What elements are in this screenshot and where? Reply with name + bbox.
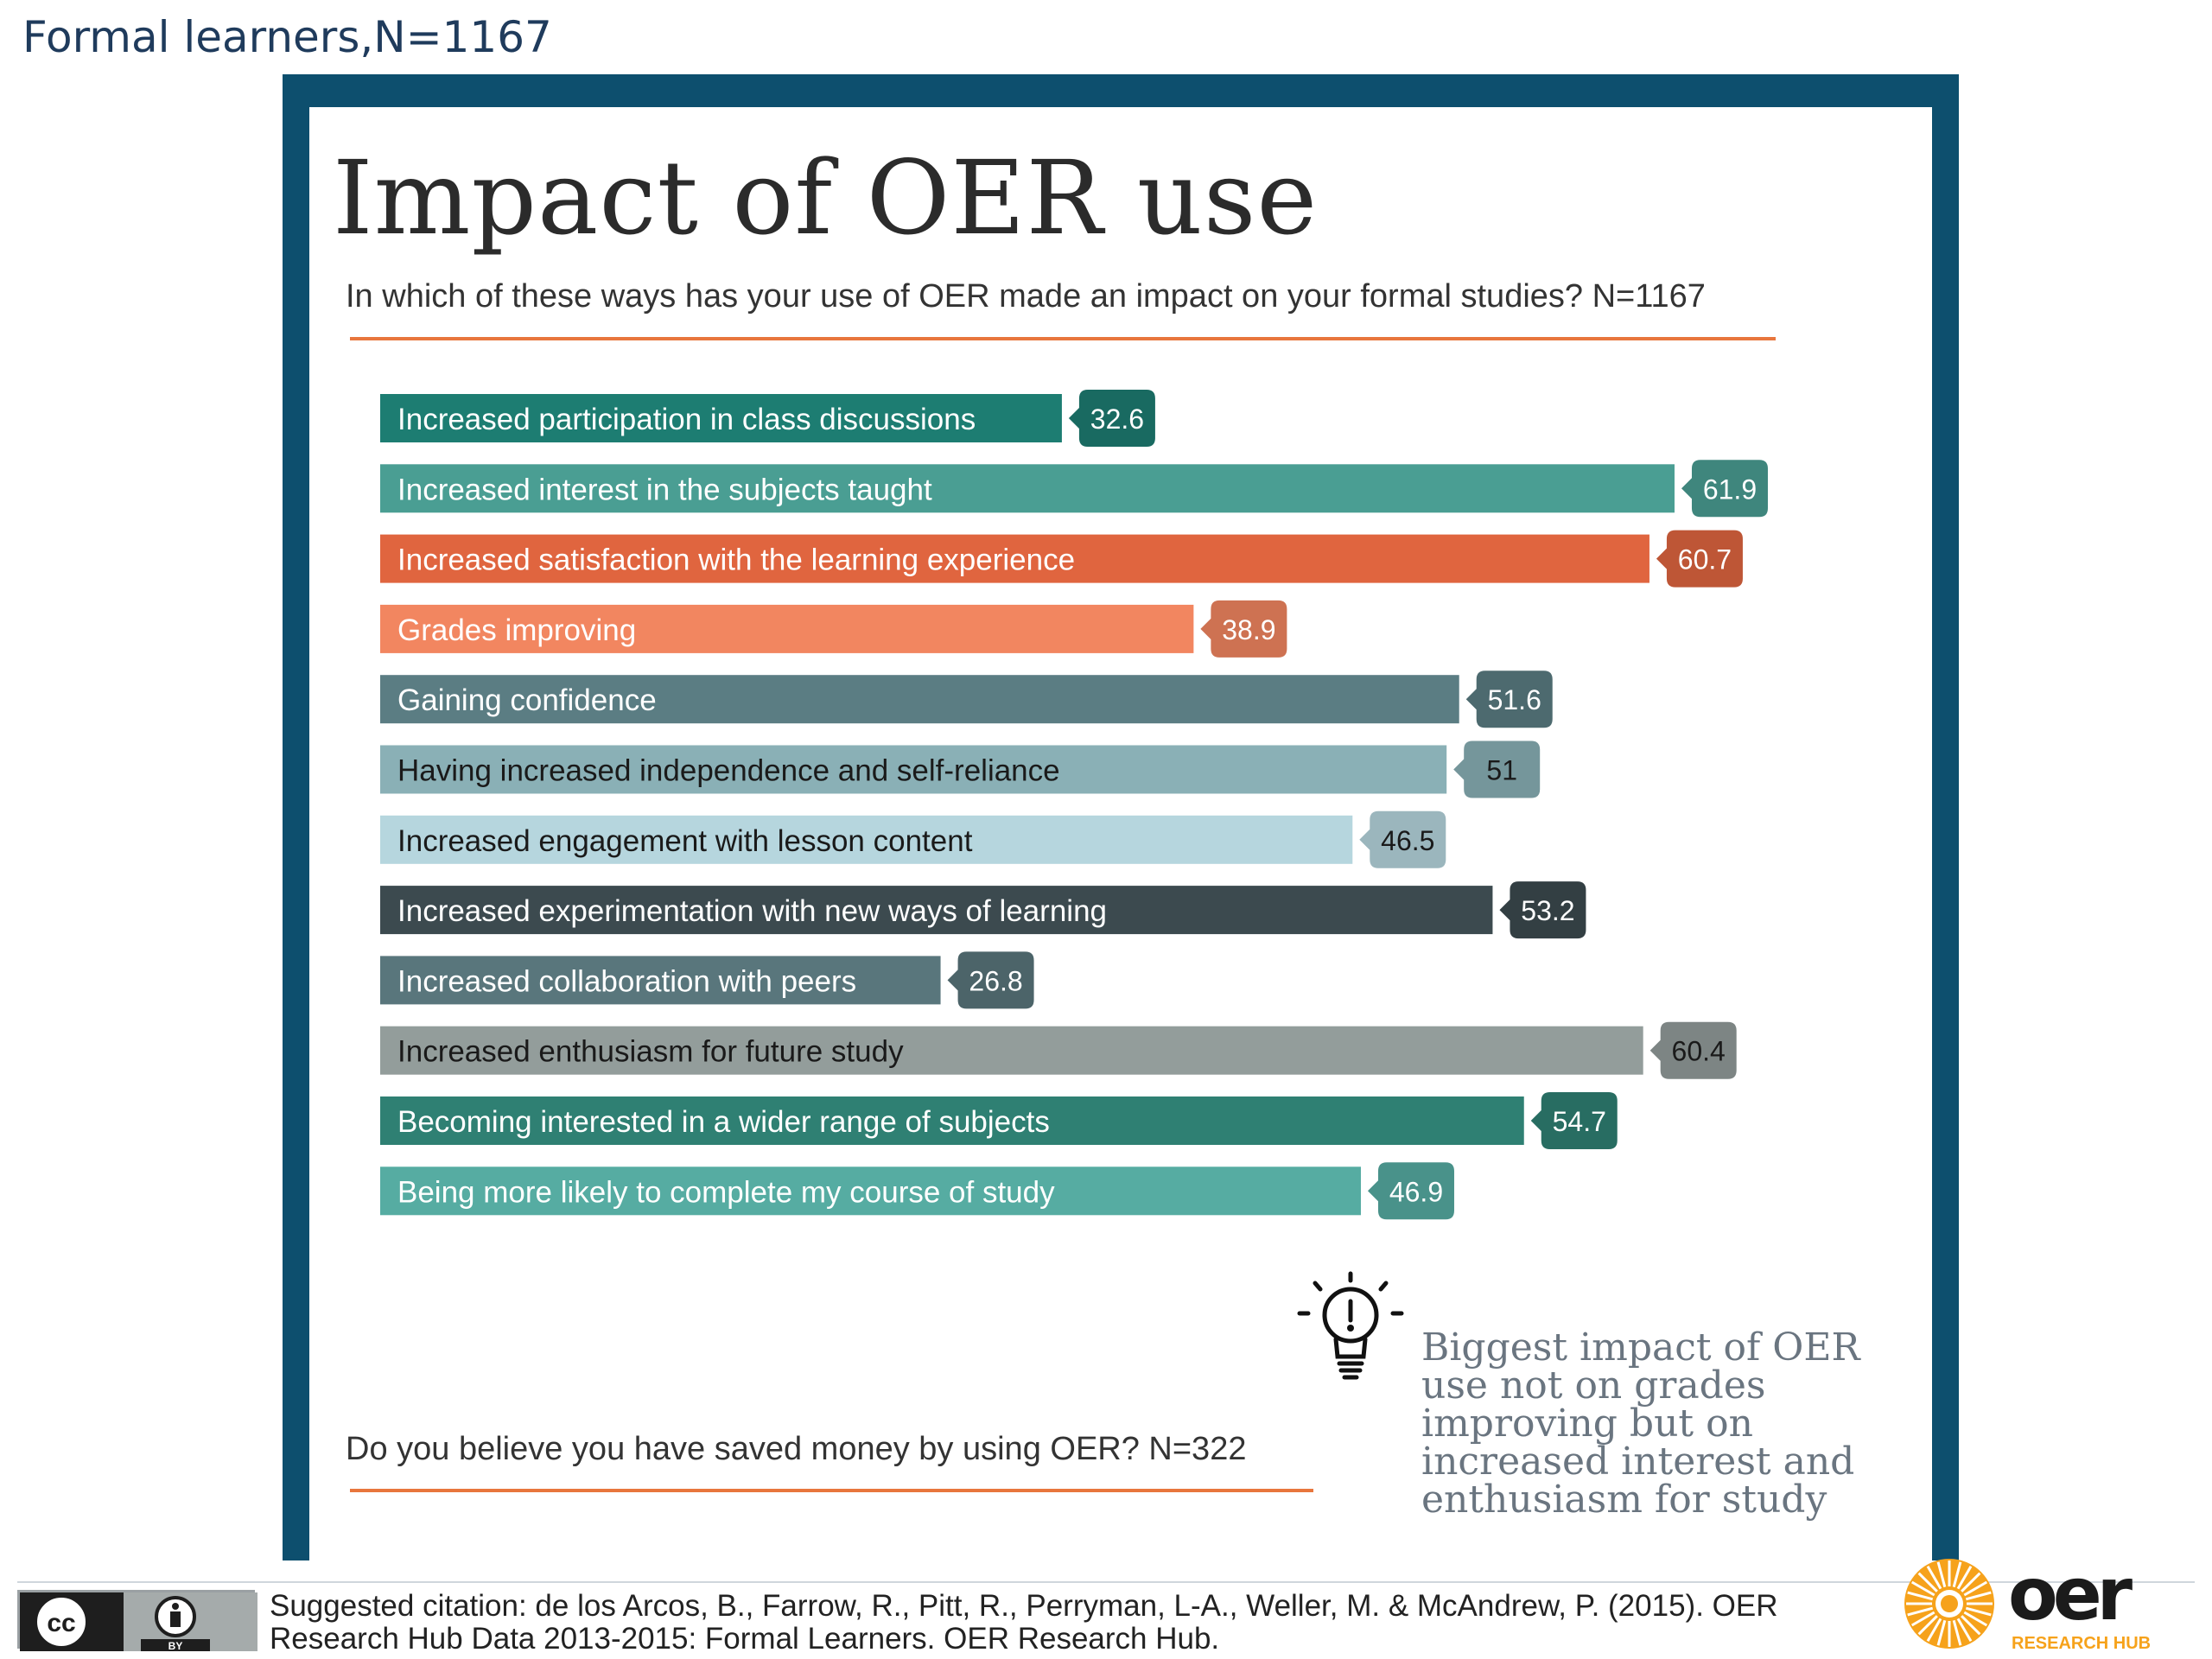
cc-by-badge[interactable]: cc BY (17, 1590, 257, 1651)
bar-label-8: Increased collaboration with peers (397, 964, 856, 998)
bar-label-6: Increased engagement with lesson content (397, 824, 973, 858)
svg-text:BY: BY (168, 1640, 183, 1651)
bar-label-11: Being more likely to complete my course … (397, 1175, 1055, 1209)
value-label-3: 38.9 (1222, 614, 1275, 645)
bar-6 (380, 815, 1353, 864)
citation-text: Suggested citation: de los Arcos, B., Fa… (270, 1589, 1778, 1656)
value-tag-6 (1359, 810, 1446, 868)
value-tag-7 (1499, 881, 1586, 939)
value-label-10: 54.7 (1553, 1106, 1606, 1137)
chart-title: Impact of OER use (333, 138, 1319, 257)
value-tag-9 (1649, 1021, 1737, 1079)
svg-text:oer: oer (2008, 1552, 2133, 1637)
value-tag-8 (947, 951, 1034, 1009)
value-label-5: 51 (1486, 755, 1517, 786)
value-tag-3 (1200, 600, 1287, 658)
bar-9 (380, 1026, 1643, 1075)
value-label-8: 26.8 (969, 965, 1022, 996)
bar-11 (380, 1166, 1361, 1216)
bar-1 (380, 464, 1675, 513)
lightbulb-icon (1297, 1271, 1404, 1380)
bar-8 (380, 956, 941, 1005)
insight-text: Biggest impact of OER use not on grades … (1421, 1325, 1860, 1522)
bar-3 (380, 604, 1194, 653)
survey-question: In which of these ways has your use of O… (346, 278, 1706, 315)
value-label-9: 60.4 (1672, 1036, 1726, 1067)
bar-label-0: Increased participation in class discuss… (397, 403, 976, 436)
footer-divider (17, 1581, 2195, 1583)
value-tag-10 (1530, 1092, 1618, 1149)
value-tag-0 (1068, 390, 1155, 447)
bar-label-9: Increased enthusiasm for future study (397, 1035, 904, 1069)
value-label-0: 32.6 (1090, 404, 1144, 435)
slide-title: Formal learners,N=1167 (22, 12, 552, 62)
value-tag-1 (1681, 460, 1768, 518)
value-label-7: 53.2 (1521, 895, 1574, 926)
bar-5 (380, 745, 1447, 794)
bar-4 (380, 675, 1459, 724)
value-label-11: 46.9 (1389, 1176, 1443, 1207)
svg-text:cc: cc (47, 1609, 75, 1637)
value-label-2: 60.7 (1678, 544, 1732, 575)
cc-icon (34, 1594, 89, 1649)
bar-0 (380, 394, 1062, 442)
bar-label-2: Increased satisfaction with the learning… (397, 543, 1075, 577)
bar-label-3: Grades improving (397, 613, 636, 647)
value-label-4: 51.6 (1488, 684, 1541, 715)
oer-research-hub-logo: oer RESEARCH HUB (1904, 1552, 2151, 1653)
bar-label-10: Becoming interested in a wider range of … (397, 1105, 1050, 1139)
value-tag-11 (1367, 1162, 1454, 1220)
bar-label-4: Gaining confidence (397, 683, 657, 717)
value-tag-2 (1656, 530, 1743, 588)
savings-underline (350, 1489, 1313, 1492)
bar-label-7: Increased experimentation with new ways … (397, 894, 1107, 928)
svg-text:RESEARCH HUB: RESEARCH HUB (2012, 1634, 2151, 1653)
value-label-1: 61.9 (1703, 474, 1757, 505)
bar-7 (380, 886, 1493, 935)
savings-question: Do you believe you have saved money by u… (346, 1431, 1247, 1467)
sun-icon (1904, 1559, 1994, 1649)
question-underline (350, 337, 1776, 340)
bar-2 (380, 534, 1649, 583)
value-tag-4 (1465, 671, 1553, 728)
bar-10 (380, 1096, 1524, 1145)
bar-label-5: Having increased independence and self-r… (397, 754, 1060, 788)
bar-label-1: Increased interest in the subjects taugh… (397, 473, 932, 506)
value-label-6: 46.5 (1381, 825, 1434, 856)
value-tag-5 (1453, 741, 1541, 798)
